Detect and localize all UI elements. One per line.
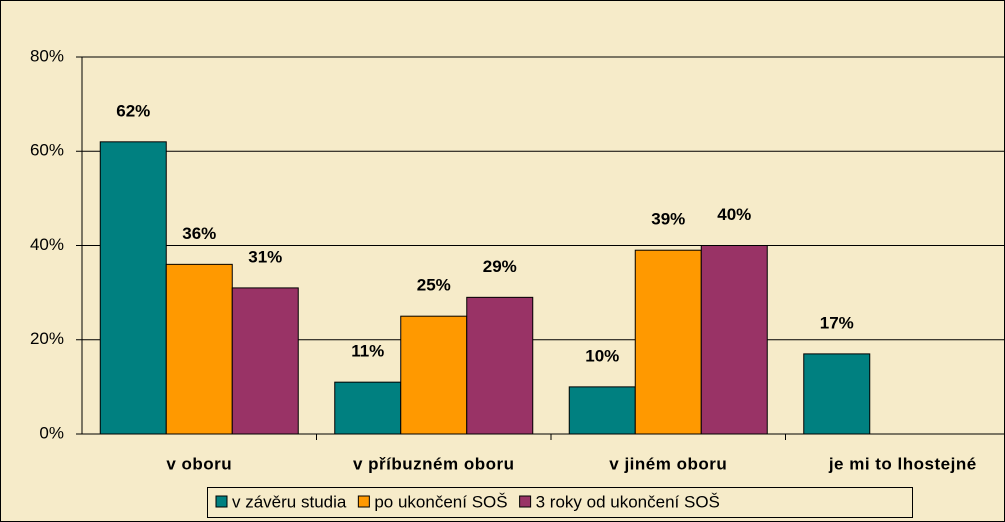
legend-swatch xyxy=(357,495,370,508)
legend xyxy=(207,487,913,518)
x-tick-label: je mi to lhostejné xyxy=(828,454,977,473)
bar xyxy=(165,263,233,435)
x-tick-label: v příbuzném oboru xyxy=(353,454,515,473)
legend-label: po ukončení SOŠ xyxy=(374,492,507,511)
x-tick-label: v oboru xyxy=(166,454,232,473)
data-label: 11% xyxy=(351,342,384,361)
y-tick-label: 0% xyxy=(39,423,64,442)
bar xyxy=(803,353,871,435)
data-label: 40% xyxy=(717,205,751,224)
data-label: 25% xyxy=(417,276,451,295)
data-label: 39% xyxy=(651,210,685,229)
bar xyxy=(568,386,636,435)
bar xyxy=(634,249,702,435)
y-tick-label: 40% xyxy=(30,235,64,254)
legend-swatch xyxy=(519,495,532,508)
x-tick-label: v jiném oboru xyxy=(609,454,727,473)
y-tick-label: 60% xyxy=(30,141,64,160)
data-label: 62% xyxy=(116,101,150,120)
bar xyxy=(700,245,768,435)
data-label: 17% xyxy=(820,313,854,332)
y-tick-label: 20% xyxy=(30,329,64,348)
bar xyxy=(466,296,534,435)
legend-label: v závěru studia xyxy=(232,492,347,511)
data-label: 36% xyxy=(182,224,216,243)
bar xyxy=(400,315,468,435)
legend-swatch xyxy=(215,495,228,508)
legend-label: 3 roky od ukončení SOŠ xyxy=(536,492,720,511)
y-tick-label: 80% xyxy=(30,46,64,65)
data-label: 10% xyxy=(585,346,619,365)
bar xyxy=(334,381,402,435)
data-label: 31% xyxy=(248,247,282,266)
bar xyxy=(99,141,167,435)
data-label: 29% xyxy=(483,257,517,276)
bar xyxy=(231,287,299,435)
